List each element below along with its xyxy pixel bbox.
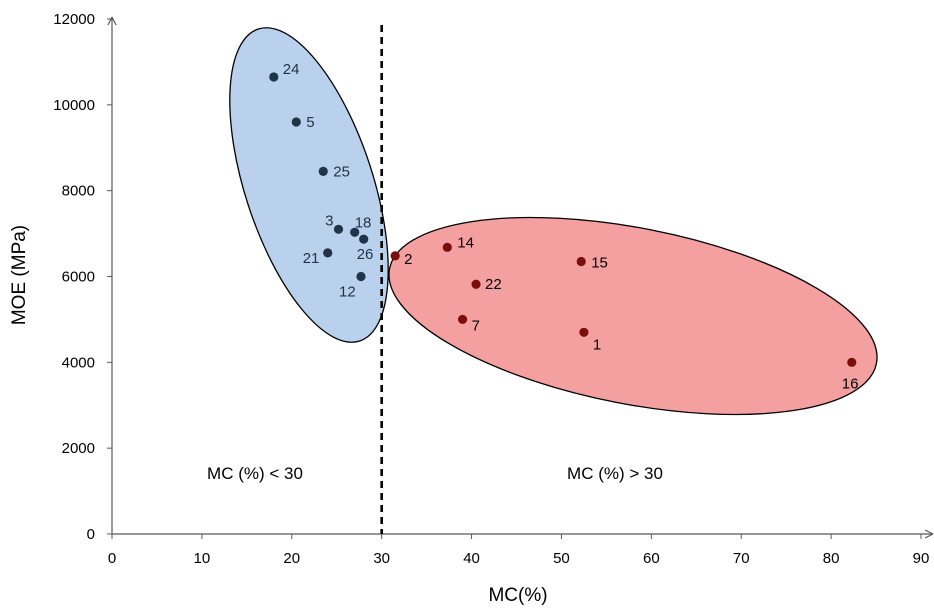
y-tick-label: 2000 bbox=[62, 440, 95, 457]
cluster-ellipse-1 bbox=[229, 27, 389, 343]
data-point-21 bbox=[323, 248, 333, 258]
x-tick-label: 80 bbox=[823, 550, 840, 567]
y-tick-label: 12000 bbox=[53, 11, 95, 28]
point-label-5: 5 bbox=[306, 114, 314, 131]
data-point-16 bbox=[847, 357, 857, 367]
point-label-15: 15 bbox=[591, 254, 608, 271]
point-label-2: 2 bbox=[404, 251, 412, 268]
x-tick-label: 40 bbox=[463, 550, 480, 567]
x-tick-label: 70 bbox=[733, 550, 750, 567]
data-point-3 bbox=[333, 224, 344, 234]
y-axis-title: MOE (MPa) bbox=[9, 225, 30, 325]
data-point-14 bbox=[442, 242, 452, 252]
y-tick-label: 4000 bbox=[62, 354, 95, 371]
y-axis-arrow bbox=[107, 16, 117, 26]
x-tick-label: 30 bbox=[373, 550, 390, 567]
region-label-right: MC (%) > 30 bbox=[567, 464, 663, 483]
y-tick-label: 6000 bbox=[62, 269, 95, 286]
data-point-22 bbox=[471, 279, 481, 289]
y-tick-label: 8000 bbox=[62, 183, 95, 200]
region-label-left: MC (%) < 30 bbox=[207, 464, 303, 483]
point-label-22: 22 bbox=[485, 276, 502, 293]
point-label-21: 21 bbox=[303, 250, 320, 267]
x-tick-label: 50 bbox=[553, 550, 570, 567]
point-label-16: 16 bbox=[842, 375, 859, 392]
x-axis-arrow bbox=[924, 529, 934, 539]
data-point-2 bbox=[390, 251, 400, 261]
x-tick-label: 20 bbox=[283, 550, 300, 567]
data-point-7 bbox=[457, 314, 468, 325]
x-tick-label: 60 bbox=[643, 550, 660, 567]
point-label-25: 25 bbox=[333, 163, 350, 180]
point-label-24: 24 bbox=[283, 61, 300, 78]
point-label-1: 1 bbox=[593, 336, 601, 353]
data-point-5 bbox=[291, 117, 301, 127]
data-point-1 bbox=[579, 327, 589, 337]
cluster-ellipses bbox=[229, 27, 878, 416]
data-point-25 bbox=[318, 166, 328, 176]
x-tick-label: 0 bbox=[108, 550, 116, 567]
point-labels: 24 5 25 3 18 26 21 12 2 14 22 15 7 1 16 bbox=[283, 61, 859, 392]
x-tick-label: 90 bbox=[913, 550, 930, 567]
point-label-18: 18 bbox=[355, 214, 372, 231]
y-tick-label: 10000 bbox=[53, 97, 95, 114]
data-point-12 bbox=[356, 271, 366, 282]
x-axis-title: MC(%) bbox=[488, 585, 547, 606]
tick-labels: 0 10 20 30 40 50 60 70 80 90 0 2000 4000 6000 8000 1000… bbox=[53, 11, 929, 567]
data-point-26 bbox=[359, 234, 369, 244]
point-label-7: 7 bbox=[472, 317, 480, 334]
x-tick-label: 10 bbox=[194, 550, 211, 567]
data-point-24 bbox=[269, 72, 279, 82]
y-tick-label: 0 bbox=[87, 526, 95, 543]
cluster-ellipse-2 bbox=[388, 216, 878, 416]
data-points bbox=[269, 72, 857, 367]
point-label-26: 26 bbox=[357, 246, 374, 263]
data-point-15 bbox=[576, 256, 586, 267]
point-label-3: 3 bbox=[325, 212, 333, 229]
point-label-14: 14 bbox=[457, 234, 474, 251]
axes bbox=[107, 16, 934, 539]
data-point-18 bbox=[350, 227, 360, 237]
point-label-12: 12 bbox=[339, 284, 356, 301]
